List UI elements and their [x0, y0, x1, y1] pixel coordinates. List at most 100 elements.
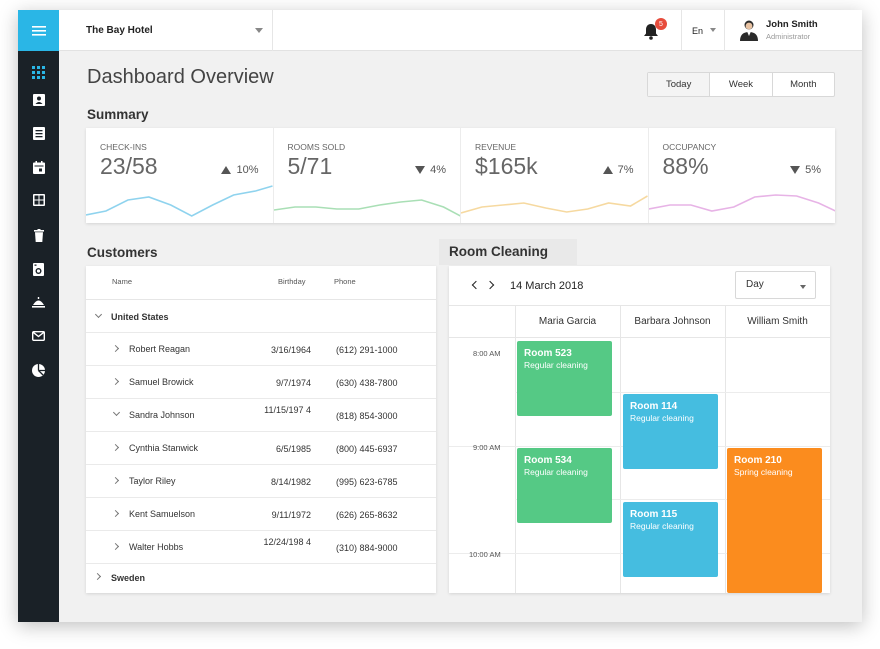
grid-icon — [32, 194, 45, 206]
kpi-delta-value: 10% — [236, 164, 259, 176]
table-row[interactable]: Robert Reagan 3/16/1964 (612) 291-1000 — [86, 333, 436, 366]
trend-down-icon — [415, 166, 426, 174]
chevron-down-icon — [710, 28, 716, 32]
chevron-down-icon — [94, 310, 103, 319]
trend-down-icon — [790, 166, 801, 174]
time-label: 9:00 AM — [473, 443, 501, 452]
view-select[interactable]: Day — [735, 271, 816, 299]
cleaning-event[interactable]: Room 115 Regular cleaning — [623, 502, 718, 577]
customer-birthday: 9/7/1974 — [275, 378, 311, 388]
sidebar-item-rooms[interactable] — [18, 189, 59, 211]
grid-divider — [725, 305, 726, 593]
cleaning-scheduler: 14 March 2018 Day Maria Garcia Barbara J… — [449, 266, 830, 593]
kpi-value: 5/71 — [287, 153, 333, 179]
kpi-label: REVENUE — [475, 142, 517, 152]
kpi-delta: 10% — [221, 164, 259, 176]
page-title: Dashboard Overview — [87, 66, 274, 88]
top-bar: The Bay Hotel 5 En John Smith Administra… — [59, 10, 862, 51]
sidebar-item-dashboard[interactable] — [18, 61, 59, 83]
group-row-united-states[interactable]: United States — [86, 300, 436, 333]
sidebar-item-contacts[interactable] — [18, 89, 59, 111]
list-icon — [32, 126, 45, 140]
customer-birthday: 3/16/1964 — [270, 345, 311, 355]
range-week-button[interactable]: Week — [709, 73, 771, 96]
group-label: United States — [111, 312, 169, 322]
apps-icon — [32, 65, 45, 79]
cleaning-event[interactable]: Room 534 Regular cleaning — [517, 448, 612, 523]
kpi-value: 23/58 — [100, 153, 158, 179]
customer-phone: (626) 265-8632 — [336, 510, 398, 520]
grid-divider — [515, 305, 516, 593]
kpi-delta: 7% — [602, 164, 634, 176]
customer-phone: (310) 884-9000 — [336, 543, 398, 553]
sidebar-item-list[interactable] — [18, 122, 59, 144]
cleaning-title-highlight — [439, 239, 577, 265]
customer-birthday: 8/14/1982 — [270, 477, 311, 487]
table-row[interactable]: Walter Hobbs 12/24/198 4 (310) 884-9000 — [86, 531, 436, 564]
menu-button[interactable] — [18, 10, 59, 51]
time-label: 10:00 AM — [469, 550, 501, 559]
table-row[interactable]: Sandra Johnson 11/15/197 4 (818) 854-300… — [86, 399, 436, 432]
customer-name: Walter Hobbs — [129, 542, 184, 552]
table-row[interactable]: Cynthia Stanwick 6/5/1985 (800) 445-6937 — [86, 432, 436, 465]
column-header-birthday[interactable]: Birthday — [278, 277, 306, 286]
sparkline-revenue — [461, 195, 648, 214]
grid-divider — [515, 392, 830, 393]
language-select[interactable]: En — [681, 10, 725, 51]
kpi-delta-value: 5% — [805, 164, 821, 176]
column-header-name[interactable]: Name — [112, 277, 133, 286]
sparkline-occupancy — [648, 194, 835, 212]
notifications-button[interactable]: 5 — [643, 18, 667, 42]
sidebar-item-trash[interactable] — [18, 224, 59, 246]
event-room: Room 523 — [524, 348, 572, 359]
app-window: The Bay Hotel 5 En John Smith Administra… — [18, 10, 862, 622]
table-row[interactable]: Taylor Riley 8/14/1982 (995) 623-6785 — [86, 465, 436, 498]
trend-up-icon — [602, 166, 613, 174]
customer-name: Cynthia Stanwick — [129, 443, 199, 453]
chevron-down-icon — [255, 28, 263, 33]
cleaning-title: Room Cleaning — [449, 244, 549, 259]
next-day-button[interactable] — [485, 280, 495, 290]
sidebar-item-mail[interactable] — [18, 325, 59, 347]
kpi-check-ins: CHECK-INS 23/58 10% — [86, 128, 273, 223]
staff-column-header: Maria Garcia — [515, 305, 620, 338]
chevron-down-icon — [800, 285, 806, 289]
column-header-phone[interactable]: Phone — [334, 277, 356, 286]
staff-column-header: William Smith — [725, 305, 830, 338]
range-month-button[interactable]: Month — [771, 73, 834, 96]
customer-birthday: 6/5/1985 — [275, 444, 311, 454]
cleaning-event[interactable]: Room 210 Spring cleaning — [727, 448, 822, 593]
cleaning-event[interactable]: Room 114 Regular cleaning — [623, 394, 718, 469]
time-label: 8:00 AM — [473, 349, 501, 358]
sidebar-item-calendar[interactable] — [18, 156, 59, 178]
customer-name: Samuel Browick — [129, 377, 194, 387]
chevron-right-icon — [111, 476, 120, 485]
sidebar-item-room-service[interactable] — [18, 291, 59, 313]
customers-title: Customers — [87, 245, 158, 260]
cleaning-event[interactable]: Room 523 Regular cleaning — [517, 341, 612, 416]
sidebar-item-reports[interactable] — [18, 359, 59, 381]
user-role: Administrator — [766, 32, 811, 41]
customer-birthday: 11/15/197 4 — [264, 405, 311, 415]
customer-name: Kent Samuelson — [129, 509, 196, 519]
prev-day-button[interactable] — [471, 280, 481, 290]
range-today-button[interactable]: Today — [648, 73, 710, 96]
contact-icon — [32, 94, 45, 106]
table-row[interactable]: Samuel Browick 9/7/1974 (630) 438-7800 — [86, 366, 436, 399]
event-room: Room 534 — [524, 455, 572, 466]
event-room: Room 115 — [630, 509, 678, 520]
sidebar — [18, 10, 59, 622]
grid-header: Name Birthday Phone — [86, 266, 436, 300]
date-range-toggle: Today Week Month — [647, 72, 835, 97]
sidebar-item-laundry[interactable] — [18, 258, 59, 280]
chevron-right-icon — [111, 443, 120, 452]
group-row-sweden[interactable]: Sweden — [86, 564, 436, 593]
time-column-header — [449, 305, 515, 338]
kpi-label: OCCUPANCY — [662, 142, 717, 152]
table-row[interactable]: Kent Samuelson 9/11/1972 (626) 265-8632 — [86, 498, 436, 531]
chevron-right-icon — [111, 377, 120, 386]
hotel-select[interactable]: The Bay Hotel — [59, 10, 273, 51]
customer-phone: (630) 438-7800 — [336, 378, 398, 388]
view-select-value: Day — [746, 279, 764, 290]
user-menu[interactable]: John Smith Administrator — [739, 10, 862, 51]
